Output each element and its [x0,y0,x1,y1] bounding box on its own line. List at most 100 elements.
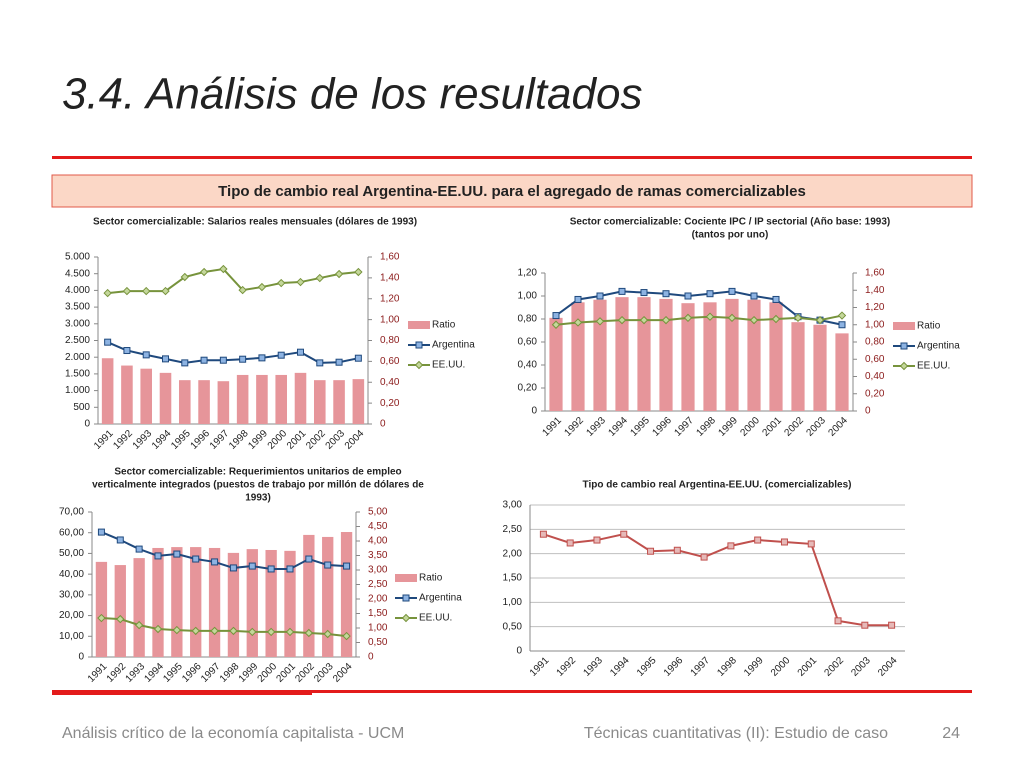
y-tick-label: 0,60 [518,337,538,348]
point [104,338,112,346]
legend-marker [899,361,909,371]
y2-tick-label: 0 [368,652,374,663]
y-tick-label: 2,50 [503,524,523,535]
bar [549,317,563,411]
point [573,318,583,327]
bar [246,549,258,657]
point [297,348,304,356]
divider [52,690,972,693]
point [200,356,208,364]
point [97,613,106,623]
bar [256,374,268,424]
point [172,625,182,635]
line [555,290,843,326]
bar [101,358,114,424]
chart-title: verticalmente integrados (puestos de tra… [92,480,424,491]
bar [747,299,761,411]
bar [159,372,172,424]
y-tick-label: 20,00 [59,610,84,621]
point [142,286,151,296]
bar [703,302,717,411]
y-tick-label: 0 [84,419,90,430]
point [304,628,314,638]
banner [51,174,973,208]
point [596,292,604,300]
y2-tick-label: 1,00 [865,319,885,330]
chart-title: Sector comercializable: Salarios reales … [93,217,417,228]
point [116,614,125,624]
point [123,347,131,355]
y2-tick-label: 2,00 [368,594,388,605]
y-tick-label: 2.500 [65,335,90,346]
bar [140,368,152,424]
y2-tick-label: 4,00 [368,536,388,547]
point [807,540,815,548]
point [837,311,847,320]
point [728,287,736,295]
y2-tick-label: 1,20 [865,302,885,313]
point [673,546,681,554]
legend-swatch [893,322,915,330]
legend-marker [401,613,411,623]
y2-tick-label: 5,00 [368,507,388,518]
point [771,314,781,324]
bar [190,547,202,657]
y-tick-label: 500 [73,402,90,413]
point [700,553,708,561]
point [285,627,295,637]
y2-tick-label: 0,80 [380,335,400,346]
divider [52,156,972,159]
legend-marker [900,342,908,350]
page-number: 24 [942,725,960,742]
point [266,627,276,637]
y2-tick-label: 1,40 [865,285,885,296]
y-tick-label: 0 [78,652,84,663]
y2-tick-label: 1,60 [380,252,400,263]
point [277,351,285,359]
point [286,565,294,573]
y-tick-label: 1,00 [518,291,538,302]
point [257,282,267,292]
y2-tick-label: 0 [865,406,871,417]
y2-tick-label: 3,00 [368,565,388,576]
point [772,295,780,303]
bar [571,302,585,411]
point [239,355,247,363]
point [574,295,582,303]
point [219,356,227,364]
bar [791,322,805,411]
y-tick-label: 0,80 [518,314,538,325]
legend-swatch [408,321,430,329]
y-tick-label: 3.500 [65,302,90,313]
bar [340,532,353,657]
point [229,626,238,636]
bar [352,379,365,424]
legend-marker [415,341,423,349]
bar [114,565,126,657]
point [793,313,803,323]
point [315,273,324,283]
point [191,626,200,636]
y-tick-label: 2,00 [503,548,523,559]
y2-tick-label: 0,50 [368,637,388,648]
point [342,631,351,641]
y-tick-label: 0,40 [518,360,538,371]
point [238,285,247,295]
y2-tick-label: 1,50 [368,608,388,619]
footer-center: Técnicas cuantitativas (II): Estudio de … [584,725,888,742]
point [211,558,219,566]
bar [265,549,277,657]
y2-tick-label: 0 [380,419,386,430]
bar [813,324,827,411]
point [539,530,547,538]
legend-label: EE.UU. [917,361,950,372]
y-tick-label: 0,20 [518,383,538,394]
chart-title: 1993) [245,493,271,504]
point [662,290,670,298]
y2-tick-label: 0,80 [865,337,885,348]
bar [659,298,673,411]
legend-label: Argentina [432,340,475,351]
point [727,542,735,550]
bar [333,380,345,424]
